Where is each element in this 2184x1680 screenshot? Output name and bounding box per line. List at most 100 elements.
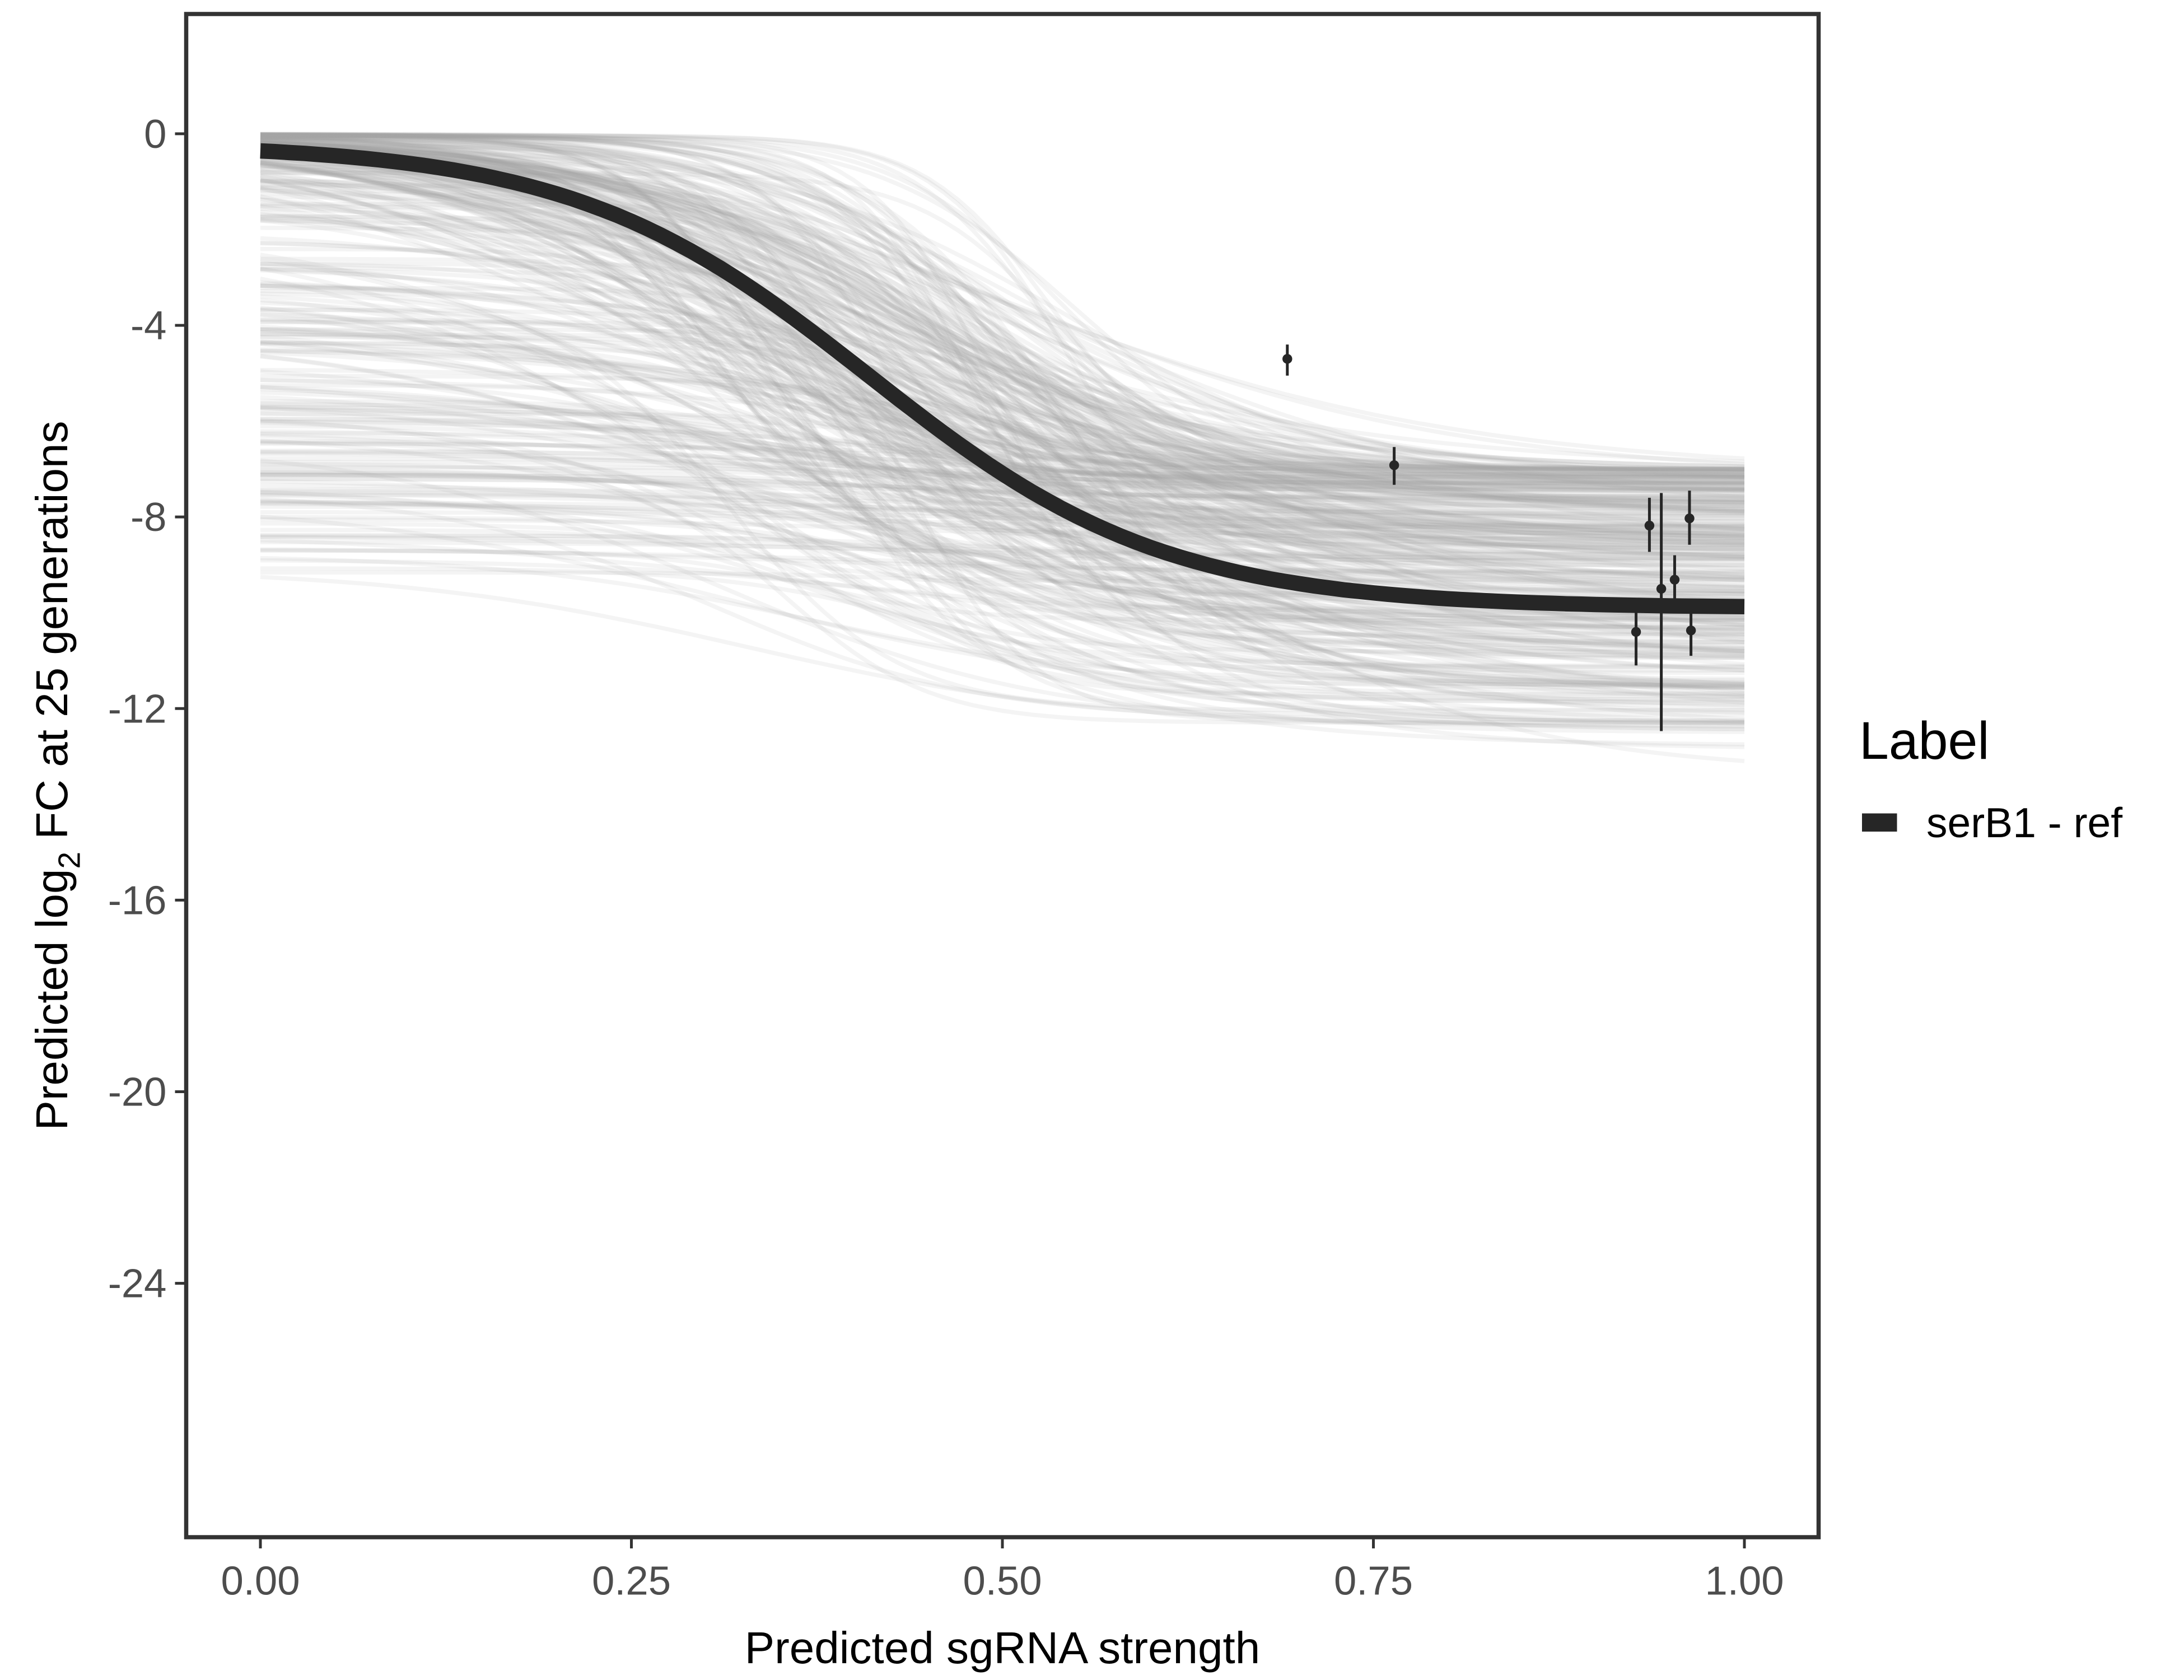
posterior-curve: [260, 369, 1745, 636]
posterior-curve: [260, 209, 1745, 687]
posterior-curve: [260, 286, 1744, 519]
posterior-curve: [260, 473, 1745, 538]
posterior-curve: [260, 528, 1744, 584]
posterior-curve: [260, 132, 1744, 472]
posterior-curve: [260, 226, 1744, 550]
posterior-curve: [260, 155, 1745, 496]
data-point: [1389, 460, 1399, 470]
posterior-curve: [260, 348, 1745, 558]
posterior-curve: [260, 349, 1745, 512]
posterior-curve: [260, 291, 1744, 713]
posterior-curve: [260, 160, 1745, 512]
posterior-curve: [260, 267, 1745, 571]
posterior-curve: [260, 267, 1745, 623]
posterior-curve: [260, 197, 1744, 472]
posterior-curve: [260, 332, 1744, 481]
posterior-curve: [260, 140, 1745, 763]
posterior-curve: [260, 204, 1745, 508]
posterior-curve: [260, 429, 1744, 472]
posterior-curve: [260, 501, 1745, 528]
posterior-curve: [260, 133, 1744, 669]
posterior-curve: [260, 575, 1744, 728]
posterior-curve: [260, 351, 1745, 654]
legend-label-serB1-ref: serB1 - ref: [1926, 799, 2122, 846]
posterior-curve: [260, 207, 1745, 582]
posterior-curve: [260, 403, 1744, 582]
posterior-curve: [260, 202, 1745, 493]
posterior-curve: [260, 133, 1744, 544]
posterior-curve: [260, 510, 1744, 539]
posterior-curve: [260, 465, 1744, 508]
posterior-curve: [260, 158, 1745, 656]
posterior-curve: [260, 434, 1744, 573]
posterior-curve: [260, 332, 1745, 469]
posterior-curve: [260, 144, 1745, 589]
posterior-curve: [260, 500, 1744, 731]
y-tick-label: -8: [130, 494, 166, 540]
posterior-curve: [260, 140, 1745, 544]
posterior-curve: [260, 133, 1744, 484]
posterior-curve: [260, 153, 1745, 475]
posterior-curve: [260, 142, 1745, 634]
posterior-curve: [260, 133, 1744, 516]
y-tick-label: 0: [144, 111, 166, 157]
posterior-curve: [260, 458, 1744, 729]
posterior-curve: [260, 215, 1744, 513]
posterior-curve: [260, 160, 1744, 511]
posterior-curve: [260, 301, 1744, 654]
posterior-curve: [260, 137, 1745, 505]
posterior-curve: [260, 419, 1745, 567]
posterior-curve: [260, 253, 1745, 708]
posterior-curve: [260, 191, 1744, 484]
x-tick-label: 0.50: [963, 1558, 1042, 1604]
posterior-curve: [260, 470, 1744, 629]
posterior-curve: [260, 136, 1744, 627]
posterior-curve: [260, 266, 1745, 660]
posterior-curve: [260, 188, 1745, 546]
posterior-curve: [260, 498, 1745, 631]
posterior-curve: [260, 133, 1744, 547]
posterior-curve: [260, 160, 1745, 689]
posterior-curve: [260, 411, 1745, 594]
posterior-curve: [260, 140, 1745, 489]
posterior-curve: [260, 401, 1745, 490]
posterior-curve: [260, 133, 1744, 576]
posterior-curve: [260, 186, 1744, 658]
y-tick-label: -4: [130, 303, 166, 348]
posterior-curve: [260, 334, 1745, 689]
posterior-curve: [260, 170, 1745, 539]
data-point: [1686, 626, 1696, 636]
y-axis-title: Predicted log2 FC at 25 generations: [27, 421, 87, 1131]
posterior-curve: [260, 132, 1744, 724]
posterior-curve: [260, 483, 1744, 533]
posterior-curve: [260, 277, 1745, 746]
posterior-curve: [260, 132, 1744, 579]
posterior-curve: [260, 517, 1745, 545]
posterior-curve: [260, 217, 1745, 537]
posterior-curve: [260, 157, 1745, 699]
posterior-curve: [260, 134, 1744, 537]
posterior-curve: [260, 151, 1744, 477]
posterior-curve: [260, 142, 1745, 477]
posterior-curve: [260, 399, 1744, 535]
posterior-curve: [260, 385, 1745, 534]
posterior-curve: [260, 178, 1744, 474]
posterior-curve: [260, 339, 1745, 531]
posterior-curve: [260, 133, 1744, 476]
posterior-curve: [260, 133, 1745, 596]
data-point: [1282, 354, 1292, 364]
posterior-curve: [260, 500, 1744, 527]
posterior-curve: [260, 138, 1745, 532]
legend-key-serB1-ref: [1862, 813, 1897, 832]
posterior-curve: [260, 142, 1745, 473]
posterior-curve: [260, 161, 1745, 685]
posterior-curve: [260, 176, 1745, 650]
posterior-curve: [260, 547, 1744, 574]
posterior-curve: [260, 490, 1744, 517]
data-point: [1669, 575, 1680, 585]
posterior-curve: [260, 155, 1745, 486]
posterior-curve: [260, 141, 1745, 531]
posterior-curve: [260, 212, 1745, 473]
posterior-curve: [260, 134, 1745, 537]
